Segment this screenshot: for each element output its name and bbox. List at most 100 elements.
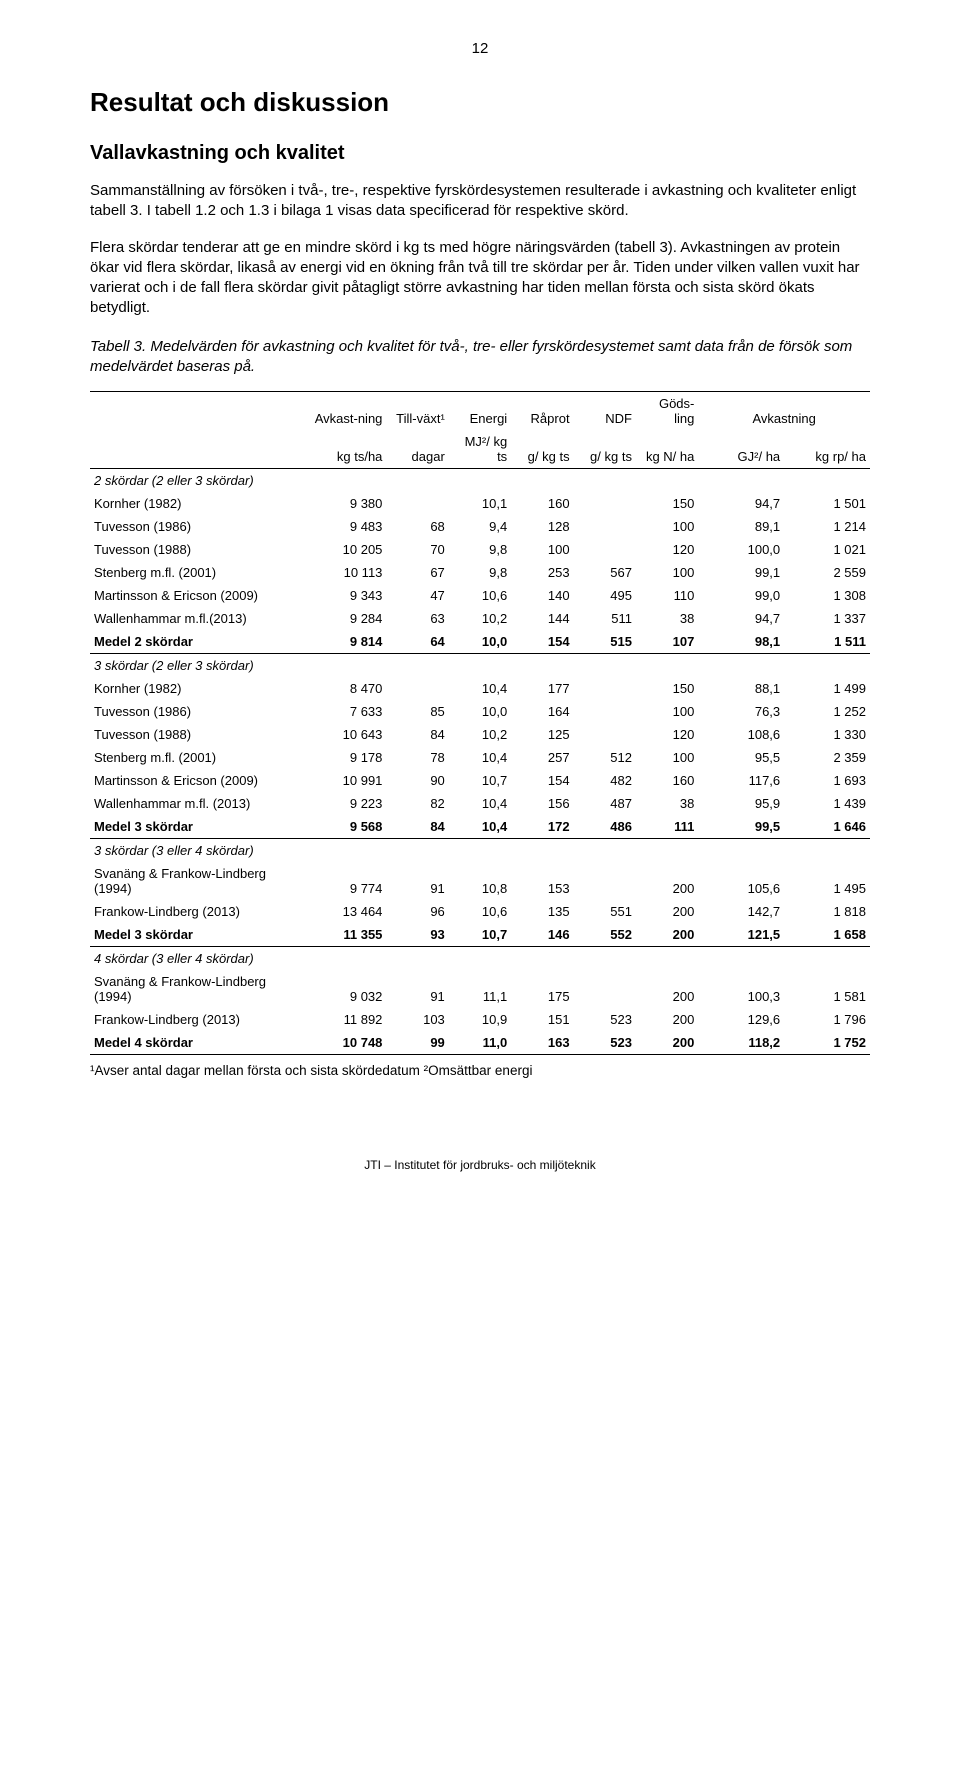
table-cell: Wallenhammar m.fl.(2013) [90, 607, 308, 630]
table-cell: 10,0 [449, 630, 511, 654]
table-cell: 177 [511, 677, 573, 700]
table-cell: 120 [636, 723, 698, 746]
table-cell: 13 464 [308, 900, 386, 923]
table-cell: 121,5 [698, 923, 784, 947]
table-cell: 108,6 [698, 723, 784, 746]
table-cell: 515 [574, 630, 636, 654]
page-footer: JTI – Institutet för jordbruks- och milj… [90, 1158, 870, 1172]
table-cell: 125 [511, 723, 573, 746]
table-cell: 1 796 [784, 1008, 870, 1031]
table-cell: Martinsson & Ericson (2009) [90, 769, 308, 792]
table-cell: Tuvesson (1986) [90, 700, 308, 723]
table-row: Kornher (1982)9 38010,116015094,71 501 [90, 492, 870, 515]
table-row: Svanäng & Frankow-Lindberg (1994)9 77491… [90, 862, 870, 900]
table-cell: 551 [574, 900, 636, 923]
table-cell: 100,0 [698, 538, 784, 561]
table-row: Tuvesson (1986)9 483689,412810089,11 214 [90, 515, 870, 538]
table-cell: 9,4 [449, 515, 511, 538]
table-cell: 10,7 [449, 769, 511, 792]
table-cell: 10 991 [308, 769, 386, 792]
table-cell: 1 495 [784, 862, 870, 900]
table-cell: 10,6 [449, 900, 511, 923]
table-cell: 99 [386, 1031, 448, 1055]
table-cell: 200 [636, 862, 698, 900]
th: MJ²/ kg ts [449, 430, 511, 469]
table-cell: 2 559 [784, 561, 870, 584]
table-cell: 10,4 [449, 792, 511, 815]
table-cell: Wallenhammar m.fl. (2013) [90, 792, 308, 815]
table-cell: Stenberg m.fl. (2001) [90, 561, 308, 584]
table-cell: 10 643 [308, 723, 386, 746]
table-cell: 129,6 [698, 1008, 784, 1031]
table-cell: 64 [386, 630, 448, 654]
page-number: 12 [90, 40, 870, 57]
table-cell: 10,4 [449, 746, 511, 769]
table-cell: 96 [386, 900, 448, 923]
table-footnote: ¹Avser antal dagar mellan första och sis… [90, 1063, 870, 1078]
th: g/ kg ts [574, 430, 636, 469]
th: kg ts/ha [308, 430, 386, 469]
table-cell: 105,6 [698, 862, 784, 900]
table-row: Tuvesson (1988)10 6438410,2125120108,61 … [90, 723, 870, 746]
table-cell: 103 [386, 1008, 448, 1031]
table-cell: 128 [511, 515, 573, 538]
summary-row: Medel 2 skördar9 8146410,015451510798,11… [90, 630, 870, 654]
table-cell: 200 [636, 1031, 698, 1055]
summary-row: Medel 3 skördar9 5688410,417248611199,51… [90, 815, 870, 839]
table-cell: 9 178 [308, 746, 386, 769]
th: Till-växt¹ [386, 392, 448, 431]
table-cell: 495 [574, 584, 636, 607]
table-caption: Tabell 3. Medelvärden för avkastning och… [90, 337, 870, 378]
table-cell: 1 501 [784, 492, 870, 515]
table-cell: 10 748 [308, 1031, 386, 1055]
data-table: Avkast-ning Till-växt¹ Energi Råprot NDF… [90, 391, 870, 1055]
table-cell: Stenberg m.fl. (2001) [90, 746, 308, 769]
table-cell: 10 205 [308, 538, 386, 561]
table-row: Frankow-Lindberg (2013)11 89210310,91515… [90, 1008, 870, 1031]
table-cell: 10,0 [449, 700, 511, 723]
table-cell: 1 752 [784, 1031, 870, 1055]
table-header: Avkast-ning Till-växt¹ Energi Råprot NDF… [90, 392, 870, 469]
table-cell: 1 511 [784, 630, 870, 654]
table-cell: 100,3 [698, 970, 784, 1008]
table-cell [574, 677, 636, 700]
table-cell: 100 [636, 561, 698, 584]
table-cell: 99,1 [698, 561, 784, 584]
table-cell: 95,5 [698, 746, 784, 769]
table-cell: 144 [511, 607, 573, 630]
th: Göds-ling [636, 392, 698, 431]
table-cell: 111 [636, 815, 698, 839]
table-cell: 200 [636, 970, 698, 1008]
table-cell: 110 [636, 584, 698, 607]
table-cell: 9 814 [308, 630, 386, 654]
table-cell: Tuvesson (1988) [90, 723, 308, 746]
table-cell: 10,1 [449, 492, 511, 515]
table-cell: 90 [386, 769, 448, 792]
th: Avkast-ning [308, 392, 386, 431]
table-row: Frankow-Lindberg (2013)13 4649610,613555… [90, 900, 870, 923]
section-title: 3 skördar (3 eller 4 skördar) [90, 839, 870, 863]
table-cell: 142,7 [698, 900, 784, 923]
table-row: Wallenhammar m.fl. (2013)9 2238210,41564… [90, 792, 870, 815]
table-cell: 91 [386, 970, 448, 1008]
table-cell: 9,8 [449, 538, 511, 561]
table-row: Martinsson & Ericson (2009)9 3434710,614… [90, 584, 870, 607]
table-cell: 10 113 [308, 561, 386, 584]
table-row: Stenberg m.fl. (2001)9 1787810,425751210… [90, 746, 870, 769]
table-cell: 10,7 [449, 923, 511, 947]
table-cell: 99,5 [698, 815, 784, 839]
table-cell: 91 [386, 862, 448, 900]
table-cell: 10,4 [449, 815, 511, 839]
table-cell [574, 538, 636, 561]
table-cell: 84 [386, 723, 448, 746]
table-cell: 9 380 [308, 492, 386, 515]
table-cell: 11 892 [308, 1008, 386, 1031]
heading-2: Vallavkastning och kvalitet [90, 142, 870, 165]
th: Energi [449, 392, 511, 431]
table-cell: 140 [511, 584, 573, 607]
summary-row: Medel 3 skördar11 3559310,7146552200121,… [90, 923, 870, 947]
table-cell: 10,9 [449, 1008, 511, 1031]
th [90, 392, 308, 431]
th: g/ kg ts [511, 430, 573, 469]
table-cell: Medel 3 skördar [90, 923, 308, 947]
